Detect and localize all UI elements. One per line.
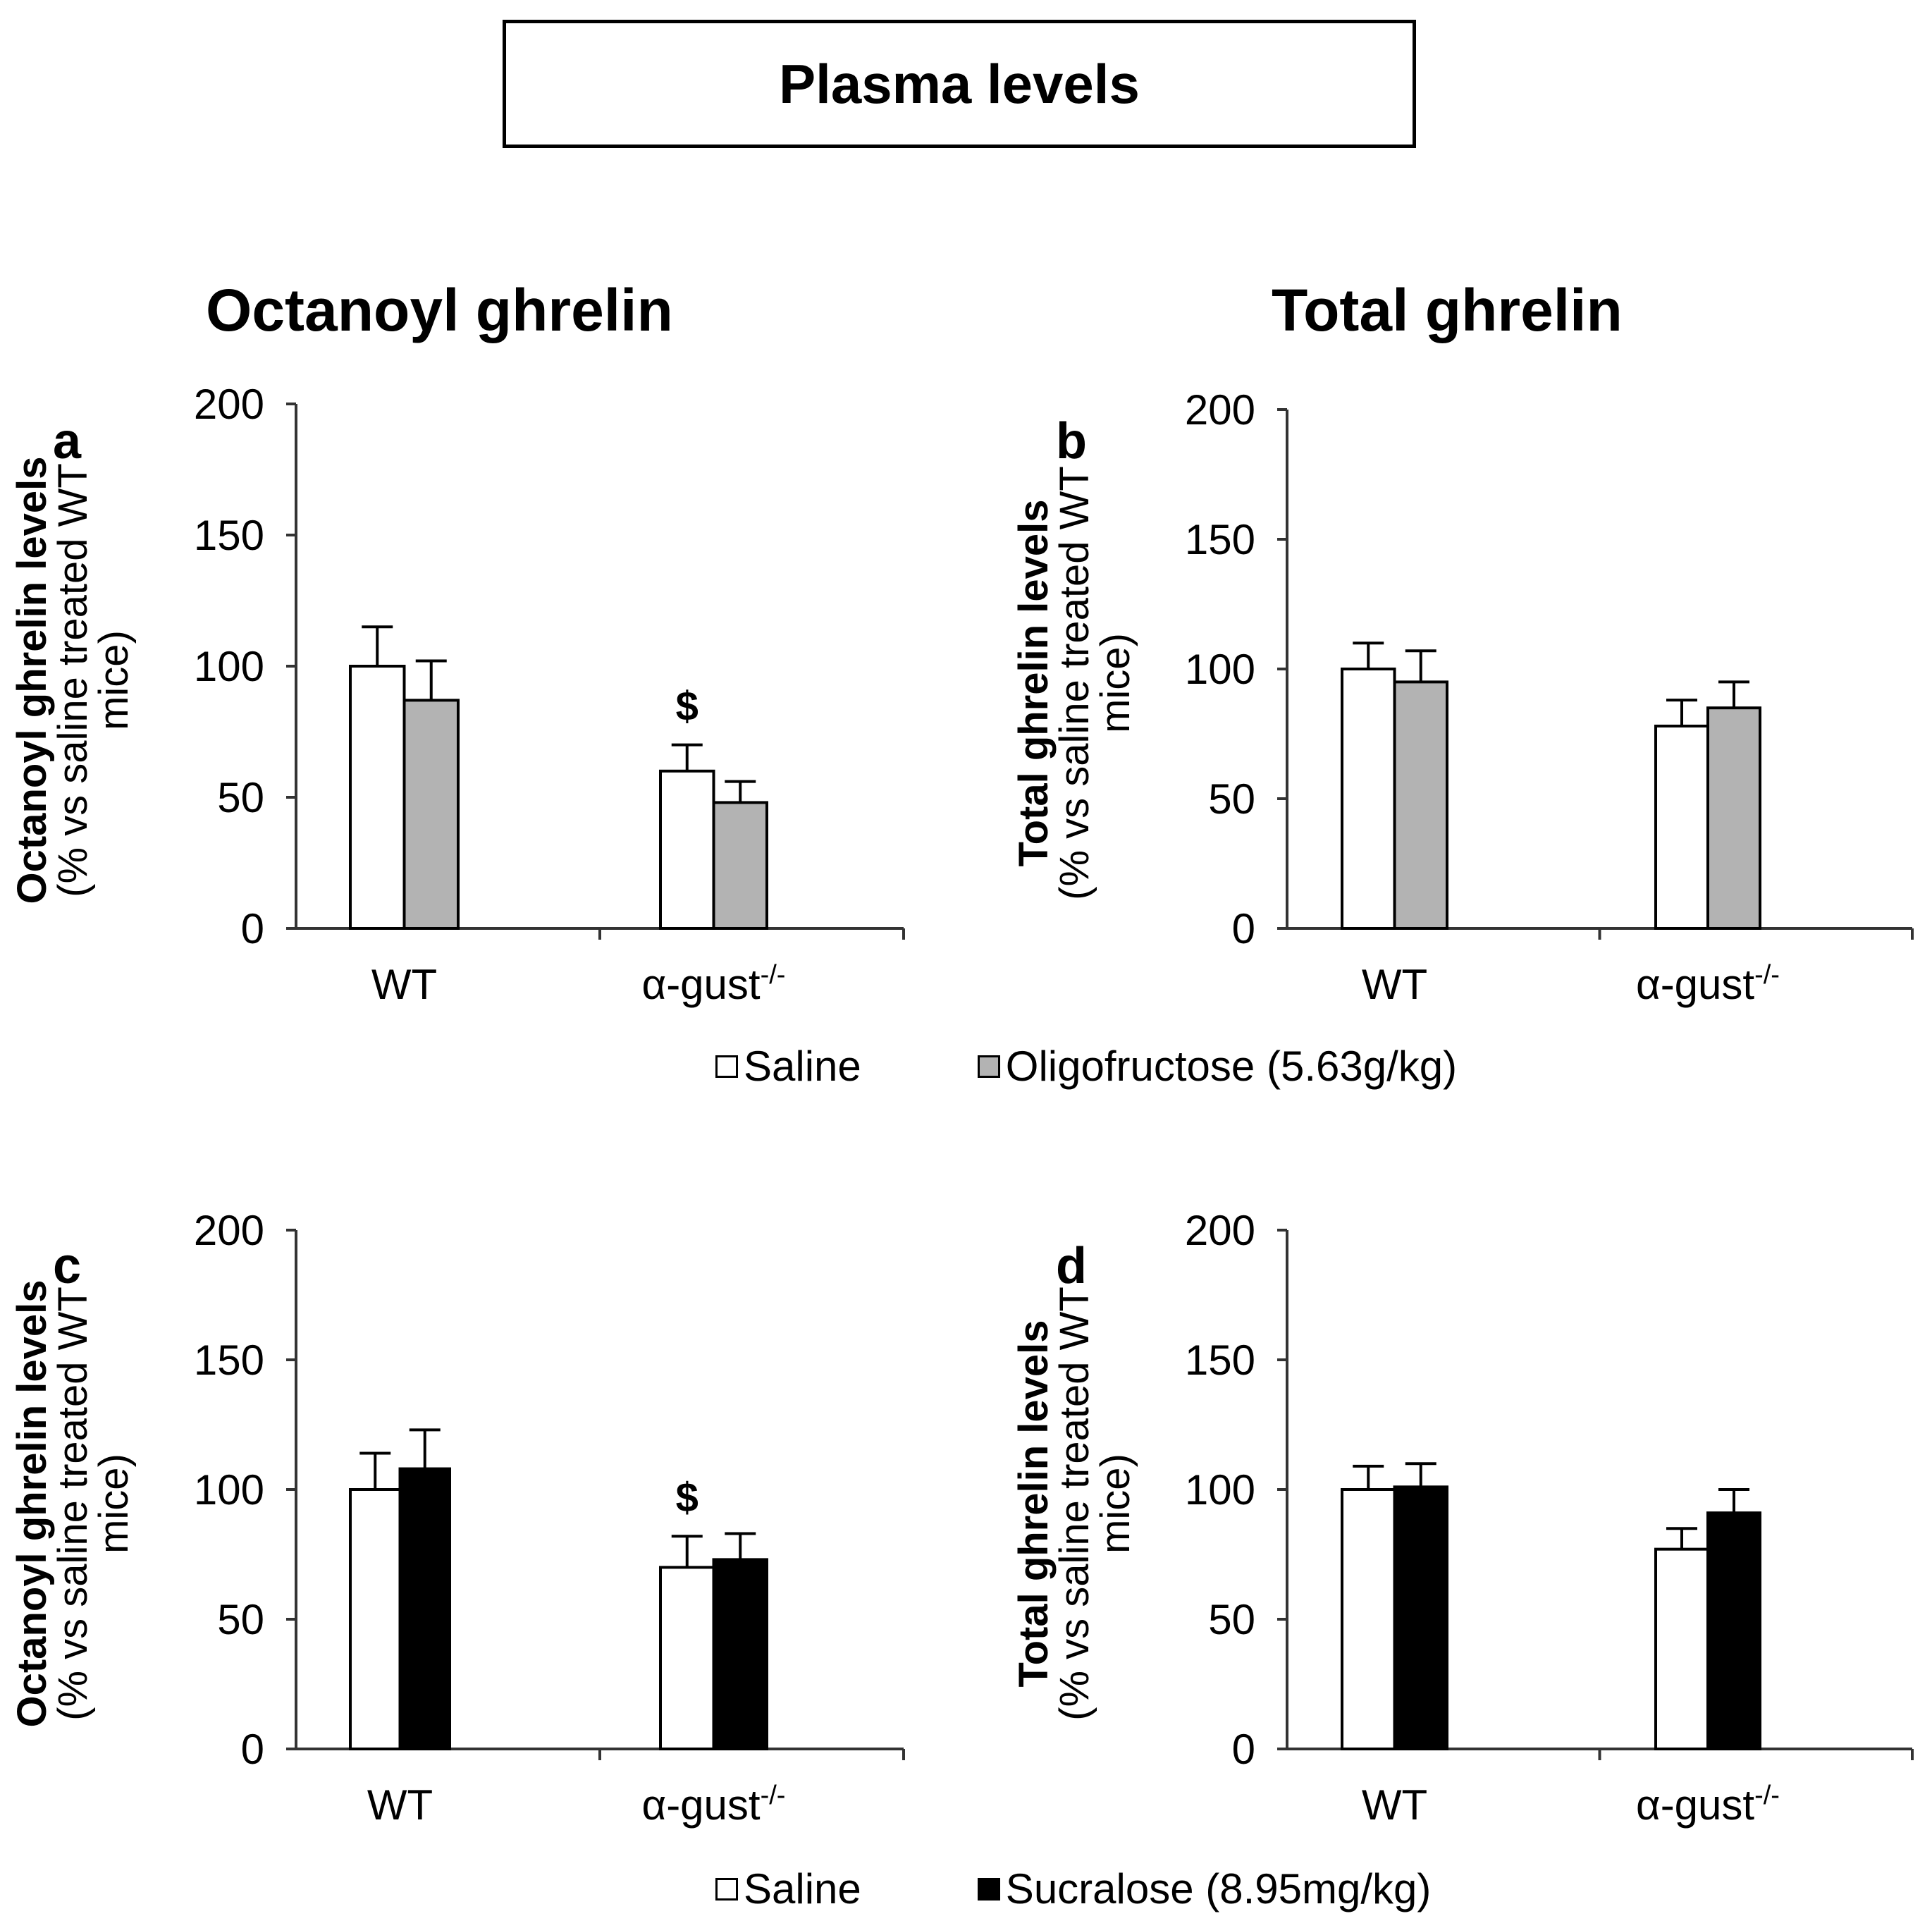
panel-d-bar-1-0 [1393, 1485, 1448, 1751]
panel-c-ytick-label-100: 100 [194, 1466, 264, 1513]
panel-d-ytick-label-0: 0 [1232, 1726, 1255, 1773]
panel-d-ytick-label-50: 50 [1208, 1596, 1255, 1643]
panel-b-bar-1-1 [1706, 706, 1761, 930]
panel-a-ytick-label-100: 100 [194, 643, 264, 690]
panel-c-letter: c [53, 1238, 81, 1294]
panel-b-xcat-label-1: α-gust-/- [1636, 960, 1780, 1008]
panel-d-ylabel: Total ghrelin levels(% vs saline treated… [1011, 1287, 1138, 1721]
panel-a-ylabel: Octanoyl ghrelin levels(% vs saline trea… [9, 457, 137, 904]
panel-b-xcat-label-0: WT [1362, 961, 1427, 1008]
panel-c-ytick-label-0: 0 [241, 1726, 264, 1773]
panel-d-bar-0-1 [1654, 1547, 1709, 1750]
panel-d-bar-0-0 [1341, 1488, 1396, 1750]
legend-label-saline-bottom: Saline [744, 1865, 861, 1912]
panel-c-annotation-0: $ [676, 1475, 699, 1521]
legend-swatch-saline [715, 1055, 738, 1078]
panel-d-xcat-label-1: α-gust-/- [1636, 1781, 1780, 1829]
legend-item-saline-bottom: Saline [715, 1865, 861, 1913]
panel-d-bar-1-1 [1706, 1511, 1761, 1751]
panel-c-xcat-label-0: WT [367, 1781, 433, 1829]
panel-d-ytick-label-100: 100 [1185, 1466, 1255, 1513]
panel-a-bar-0-0 [349, 665, 406, 930]
column-title-right: Total ghrelin [1272, 277, 1623, 343]
panel-c-bar-1-1 [712, 1558, 768, 1751]
panel-b-bar-0-0 [1341, 668, 1396, 930]
panel-b-ytick-label-100: 100 [1185, 646, 1255, 693]
panel-b-ytick-label-200: 200 [1185, 386, 1255, 434]
panel-b-bar-0-1 [1654, 724, 1709, 930]
panel-b-letter: b [1056, 413, 1087, 469]
panel-a-xcat-label-0: WT [371, 961, 437, 1008]
panel-a-ytick-label-150: 150 [194, 512, 264, 559]
panel-c-xcat-label-1: α-gust-/- [642, 1781, 786, 1829]
panel-a-annotation-0: $ [676, 684, 699, 730]
panel-a-ytick-label-50: 50 [217, 774, 264, 821]
panel-c-ylabel: Octanoyl ghrelin levels(% vs saline trea… [9, 1280, 137, 1728]
panel-b-bar-1-0 [1393, 680, 1448, 931]
legend-swatch-saline-bottom [715, 1877, 738, 1901]
panel-a-ytick-label-0: 0 [241, 905, 264, 952]
legend-item-saline: Saline [715, 1042, 861, 1091]
panel-c-bar-1-0 [398, 1467, 451, 1751]
panel-a-xcat-label-1: α-gust-/- [642, 960, 786, 1008]
legend-bottom: Saline Sucralose (8.95mg/kg) [715, 1865, 1431, 1913]
panel-d-ytick-label-200: 200 [1185, 1207, 1255, 1254]
panel-d-ytick-label-150: 150 [1185, 1337, 1255, 1384]
panel-c-bar-0-0 [349, 1488, 402, 1750]
legend-label-oligofructose: Oligofructose (5.63g/kg) [1005, 1043, 1458, 1090]
legend-label-saline: Saline [744, 1043, 861, 1090]
figure-title: Plasma levels [503, 20, 1416, 148]
panel-b-ytick-label-0: 0 [1232, 905, 1255, 952]
panel-c-ytick-label-50: 50 [217, 1596, 264, 1643]
legend-item-oligofructose: Oligofructose (5.63g/kg) [977, 1042, 1458, 1091]
panel-b-ytick-label-50: 50 [1208, 775, 1255, 823]
panel-a-bar-0-1 [659, 769, 715, 931]
panel-a-ytick-label-200: 200 [194, 381, 264, 428]
panel-c-bar-0-1 [659, 1566, 715, 1750]
legend-item-sucralose: Sucralose (8.95mg/kg) [977, 1865, 1432, 1913]
legend-swatch-sucralose [977, 1877, 1000, 1901]
panel-d-xcat-label-0: WT [1362, 1781, 1427, 1829]
panel-c-ytick-label-150: 150 [194, 1337, 264, 1384]
panel-c-ytick-label-200: 200 [194, 1207, 264, 1254]
legend-swatch-oligofructose [977, 1055, 1000, 1078]
panel-d-letter: d [1056, 1238, 1087, 1294]
legend-label-sucralose: Sucralose (8.95mg/kg) [1005, 1865, 1432, 1912]
panel-b-ytick-label-150: 150 [1185, 516, 1255, 563]
legend-top: Saline Oligofructose (5.63g/kg) [715, 1042, 1457, 1091]
column-title-left: Octanoyl ghrelin [206, 277, 673, 343]
panel-a-letter: a [53, 413, 82, 469]
panel-a-bar-1-1 [712, 801, 768, 930]
panel-a-bar-1-0 [402, 699, 460, 930]
panel-b-ylabel: Total ghrelin levels(% vs saline treated… [1011, 466, 1138, 900]
